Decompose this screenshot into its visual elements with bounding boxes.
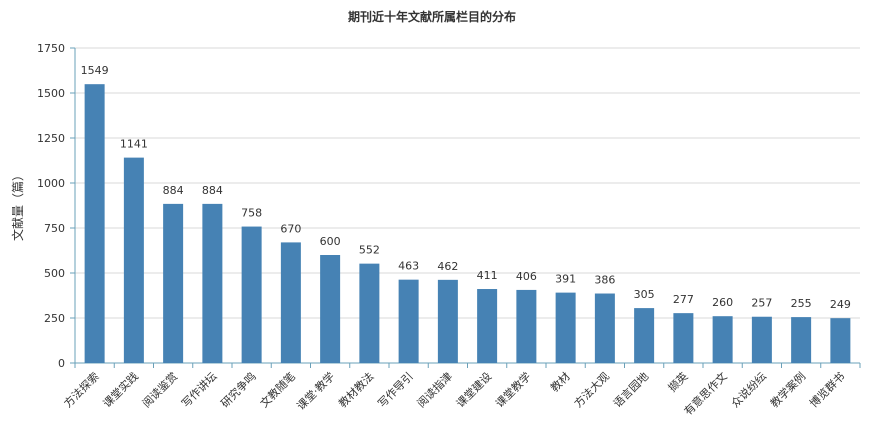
data-label: 884	[202, 184, 223, 197]
chart-title: 期刊近十年文献所属栏目的分布	[348, 9, 516, 24]
x-tick-label: 阅读鉴赏	[139, 369, 180, 410]
bar	[791, 317, 812, 363]
y-tick-label: 750	[44, 222, 65, 235]
data-label: 386	[594, 274, 615, 287]
x-tick-label: 方法探索	[61, 369, 102, 410]
bar	[830, 318, 851, 363]
x-tick-label: 撷英	[665, 369, 690, 394]
data-label: 255	[791, 297, 812, 310]
bar	[516, 289, 537, 363]
bar	[751, 316, 772, 363]
bar	[712, 316, 733, 363]
bar	[555, 292, 576, 363]
bar	[123, 157, 144, 363]
data-label: 1141	[120, 138, 148, 151]
data-label: 406	[516, 270, 537, 283]
x-tick-labels: 方法探索课堂实践阅读鉴赏写作讲坛研究争鸣文教随笔课堂·教学教材教法写作导引阅读指…	[61, 369, 848, 418]
data-label: 257	[751, 297, 772, 310]
bar	[437, 279, 458, 363]
data-label: 552	[359, 244, 380, 257]
data-labels: 1549 1141 884 884 758 670 600 552 463 462 411 406 39…	[81, 64, 851, 311]
data-label: 1549	[81, 64, 109, 77]
x-tick-label: 阅读指津	[414, 369, 455, 410]
bar	[673, 313, 694, 363]
y-tick-label: 500	[44, 267, 65, 280]
data-label: 463	[398, 260, 419, 273]
x-tick-label: 课堂建设	[453, 369, 494, 410]
data-label: 411	[477, 269, 498, 282]
x-tick-label: 方法大观	[571, 369, 612, 410]
x-tick-label: 研究争鸣	[218, 369, 259, 410]
bar	[359, 263, 380, 363]
data-label: 600	[320, 235, 341, 248]
y-tick-label: 0	[58, 357, 65, 370]
x-tick-label: 写作讲坛	[178, 369, 219, 410]
bar	[241, 226, 262, 363]
data-label: 462	[437, 260, 458, 273]
gridlines	[75, 47, 860, 319]
x-tick-label: 有意思作文	[681, 369, 730, 418]
y-tick-labels: 0 250 500 750 1000 1250 1500 1750	[37, 42, 65, 370]
data-label: 391	[555, 273, 576, 286]
data-label: 305	[634, 288, 655, 301]
bar	[477, 289, 498, 363]
x-tick-label: 教学案例	[767, 369, 808, 410]
bar	[320, 255, 341, 363]
x-tick-label: 写作导引	[375, 369, 416, 410]
x-tick-label: 课堂·教学	[294, 369, 337, 412]
bars	[84, 84, 851, 364]
x-tick-label: 教材教法	[335, 369, 376, 410]
bar	[398, 279, 419, 363]
y-tick-label: 1000	[37, 177, 65, 190]
data-label: 249	[830, 298, 851, 311]
y-tick-label: 1500	[37, 87, 65, 100]
x-tick-label: 教材	[547, 369, 572, 394]
data-label: 670	[280, 222, 301, 235]
y-tick-label: 1750	[37, 42, 65, 55]
bar	[84, 84, 105, 364]
bar	[280, 242, 301, 363]
x-tick-label: 课堂教学	[492, 369, 533, 410]
bar	[163, 203, 184, 363]
bar	[594, 293, 615, 363]
x-tick-label: 博览群书	[806, 369, 847, 410]
bar	[634, 308, 655, 363]
axes	[70, 47, 861, 368]
x-tick-label: 文教随笔	[257, 369, 298, 410]
y-axis-label: 文献量（篇）	[10, 169, 25, 241]
data-label: 758	[241, 207, 262, 220]
x-tick-label: 众说纷纭	[728, 369, 769, 410]
y-tick-label: 1250	[37, 132, 65, 145]
x-tick-label: 课堂实践	[100, 369, 141, 410]
data-label: 277	[673, 293, 694, 306]
data-label: 260	[712, 296, 733, 309]
x-tick-label: 语言园地	[611, 370, 651, 410]
y-tick-label: 250	[44, 312, 65, 325]
bar	[202, 203, 223, 363]
data-label: 884	[163, 184, 184, 197]
